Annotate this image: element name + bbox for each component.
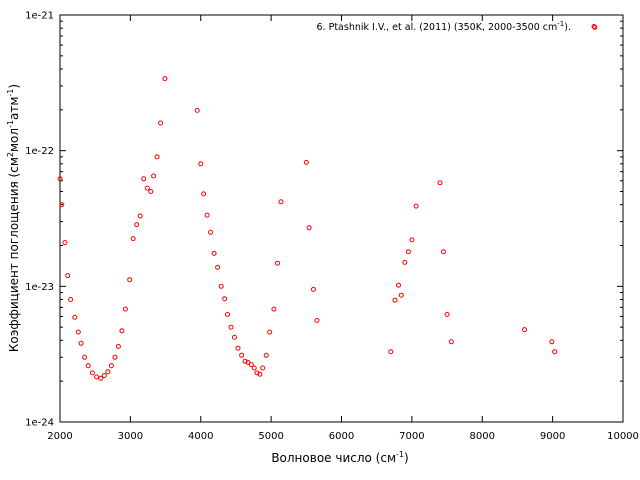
data-point — [278, 199, 284, 205]
data-point — [306, 225, 312, 231]
data-point — [245, 359, 251, 365]
y-tick-label: 1e-24 — [25, 418, 54, 429]
data-point — [441, 249, 446, 255]
x-tick-label: 8000 — [470, 431, 495, 442]
data-point — [201, 191, 207, 197]
data-point — [271, 306, 277, 312]
y-axis-ticks: 1e-24 1e-23 1e-22 1e-21 — [25, 11, 623, 429]
x-axis-label: Волновое число (см-1) — [271, 450, 408, 465]
data-point — [98, 375, 104, 381]
data-point — [235, 345, 241, 351]
data-point — [59, 202, 65, 208]
data-point — [552, 349, 558, 355]
data-point — [388, 349, 394, 355]
data-point — [222, 296, 228, 302]
y-tick-label: 1e-23 — [25, 282, 54, 293]
data-point — [158, 120, 164, 126]
data-point — [444, 312, 450, 317]
legend-entry-label: 6. Ptashnik I.V., et al. (2011) (350K, 2… — [317, 20, 571, 33]
data-point — [154, 154, 160, 160]
legend-marker — [591, 24, 597, 29]
data-point — [263, 352, 269, 358]
data-point — [137, 213, 143, 219]
data-point — [198, 161, 204, 167]
x-tick-label: 5000 — [258, 431, 283, 442]
x-tick-label: 9000 — [540, 431, 565, 442]
legend: 6. Ptashnik I.V., et al. (2011) (350K, 2… — [317, 20, 597, 33]
data-point — [392, 297, 398, 303]
data-point — [82, 354, 88, 360]
data-point — [78, 340, 84, 346]
data-point — [115, 344, 121, 349]
data-point — [448, 339, 454, 345]
data-point — [144, 185, 150, 191]
data-point — [257, 371, 263, 377]
data-point — [148, 189, 154, 194]
data-point — [119, 328, 125, 334]
data-point — [94, 374, 100, 380]
data-point — [398, 292, 404, 298]
x-tick-label: 3000 — [118, 431, 143, 442]
data-point — [239, 352, 245, 358]
data-point — [409, 237, 415, 243]
x-tick-label: 6000 — [329, 431, 354, 442]
data-point — [549, 339, 555, 345]
data-point — [89, 370, 95, 376]
x-tick-label: 2000 — [47, 431, 72, 442]
data-point — [101, 373, 107, 378]
data-point — [204, 212, 210, 218]
data-point — [57, 176, 63, 182]
data-point — [141, 176, 147, 182]
x-tick-label: 10000 — [607, 431, 639, 442]
x-tick-label: 4000 — [188, 431, 213, 442]
data-point — [592, 24, 598, 30]
data-point — [68, 297, 74, 302]
x-axis-ticks: 2000 3000 4000 5000 6000 7000 8000 9000 10000 — [47, 15, 639, 442]
data-point — [314, 318, 320, 323]
data-point — [72, 314, 78, 320]
data-point — [232, 334, 237, 340]
data-points — [57, 24, 598, 381]
data-point — [151, 173, 157, 179]
data-point — [303, 159, 309, 165]
data-point — [242, 358, 248, 364]
data-point — [228, 324, 234, 330]
data-point — [413, 203, 419, 209]
data-point — [62, 240, 68, 246]
data-point — [208, 229, 214, 235]
data-point — [402, 259, 408, 265]
data-point — [225, 312, 230, 317]
data-point — [112, 354, 118, 360]
data-point — [211, 250, 217, 256]
plot-frame — [59, 14, 624, 423]
data-point — [215, 264, 221, 270]
data-point — [310, 286, 316, 292]
data-point — [194, 107, 200, 113]
data-point — [127, 277, 133, 283]
y-tick-label: 1e-22 — [25, 146, 54, 157]
data-point — [162, 76, 168, 82]
data-point — [75, 329, 81, 335]
data-point — [122, 306, 128, 312]
data-point — [522, 327, 527, 333]
data-point — [105, 369, 111, 375]
data-point — [275, 260, 280, 266]
y-axis-label: Коэффициент поглощения (см2мол-1атм-1) — [6, 84, 21, 352]
data-point — [437, 180, 443, 186]
data-point — [65, 273, 71, 279]
data-point — [218, 283, 224, 289]
y-tick-label: 1e-21 — [25, 11, 54, 22]
data-point — [248, 362, 254, 368]
data-point — [134, 222, 140, 228]
data-point — [267, 329, 273, 335]
data-point — [405, 249, 411, 255]
data-point — [396, 282, 401, 288]
data-point — [260, 365, 266, 371]
data-point — [85, 363, 91, 369]
data-point — [108, 363, 114, 369]
data-point — [130, 236, 136, 242]
x-tick-label: 7000 — [399, 431, 424, 442]
data-point — [251, 365, 257, 371]
